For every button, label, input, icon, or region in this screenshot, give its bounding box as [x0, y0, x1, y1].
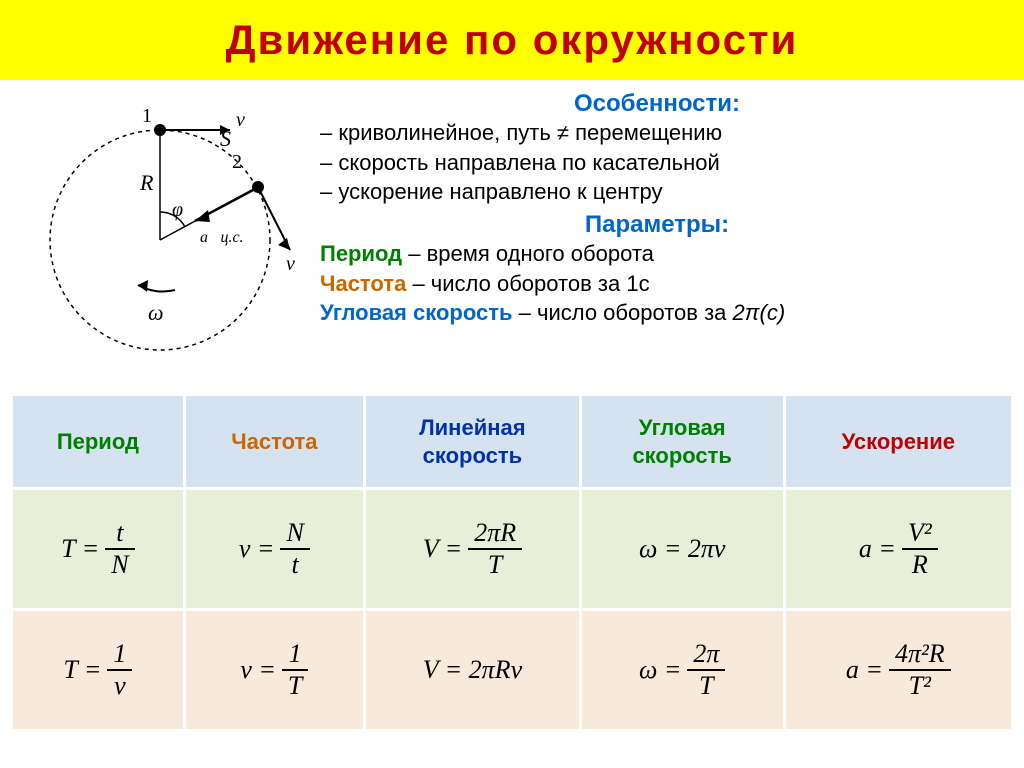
title-band: Движение по окружности	[0, 0, 1024, 80]
diagram-column: 1 2 R S v⃗ v⃗ φ ω a⃗ц.с.	[20, 90, 300, 375]
content-row: 1 2 R S v⃗ v⃗ φ ω a⃗ц.с. Особенности: – …	[0, 80, 1024, 375]
param-desc: – число оборотов за 1с	[406, 271, 649, 296]
table-body: T =tNν =NtV =2πRTω = 2πνa =V²RT =1νν =1T…	[12, 489, 1013, 731]
table-row: T =tNν =NtV =2πRTω = 2πνa =V²R	[12, 489, 1013, 610]
feature-line: – ускорение направлено к центру	[310, 177, 1004, 207]
feature-line: – криволинейное, путь ≠ перемещению	[310, 118, 1004, 148]
col-linear: Линейнаяскорость	[364, 395, 580, 489]
parameter-line: Угловая скорость – число оборотов за 2π(…	[310, 298, 1004, 328]
param-name: Частота	[320, 271, 406, 296]
col-frequency: Частота	[184, 395, 364, 489]
text-column: Особенности: – криволинейное, путь ≠ пер…	[300, 90, 1004, 375]
feature-line: – скорость направлена по касательной	[310, 148, 1004, 178]
col-accel: Ускорение	[784, 395, 1012, 489]
lbl-a: a⃗ц.с.	[200, 229, 244, 246]
col-period: Период	[12, 395, 185, 489]
formula-cell: ν =Nt	[184, 489, 364, 610]
param-name: Период	[320, 241, 402, 266]
table-row: T =1νν =1TV = 2πRνω =2πTa =4π²RT²	[12, 610, 1013, 731]
page-title: Движение по окружности	[226, 16, 799, 64]
parameter-line: Частота – число оборотов за 1с	[310, 269, 1004, 299]
formula-cell: T =1ν	[12, 610, 185, 731]
table-header-row: Период Частота Линейнаяскорость Угловаяс…	[12, 395, 1013, 489]
formula-cell: ω =2πT	[580, 610, 784, 731]
col-angular: Угловаяскорость	[580, 395, 784, 489]
lbl-v2: v⃗	[286, 253, 300, 275]
formula-cell: ν =1T	[184, 610, 364, 731]
param-name: Угловая скорость	[320, 300, 513, 325]
param-desc: – число оборотов за	[513, 300, 733, 325]
lbl-p1: 1	[142, 105, 152, 127]
formula-cell: V = 2πRν	[364, 610, 580, 731]
formula-table: Период Частота Линейнаяскорость Угловаяс…	[10, 393, 1014, 732]
formula-cell: V =2πRT	[364, 489, 580, 610]
lbl-v1: v⃗	[236, 109, 260, 131]
formula-cell: a =V²R	[784, 489, 1012, 610]
formula-cell: T =tN	[12, 489, 185, 610]
parameter-line: Период – время одного оборота	[310, 239, 1004, 269]
lbl-S: S	[220, 126, 231, 151]
param-desc: – время одного оборота	[402, 241, 654, 266]
lbl-phi: φ	[172, 199, 183, 221]
formula-cell: ω = 2πν	[580, 489, 784, 610]
circle-diagram: 1 2 R S v⃗ v⃗ φ ω a⃗ц.с.	[20, 90, 300, 370]
formula-cell: a =4π²RT²	[784, 610, 1012, 731]
lbl-R: R	[139, 170, 154, 195]
lbl-omega: ω	[148, 300, 164, 325]
param-tail: 2π(с)	[733, 300, 786, 325]
parameters-header: Параметры:	[310, 211, 1004, 239]
features-header: Особенности:	[310, 90, 1004, 118]
lbl-p2: 2	[232, 151, 242, 173]
